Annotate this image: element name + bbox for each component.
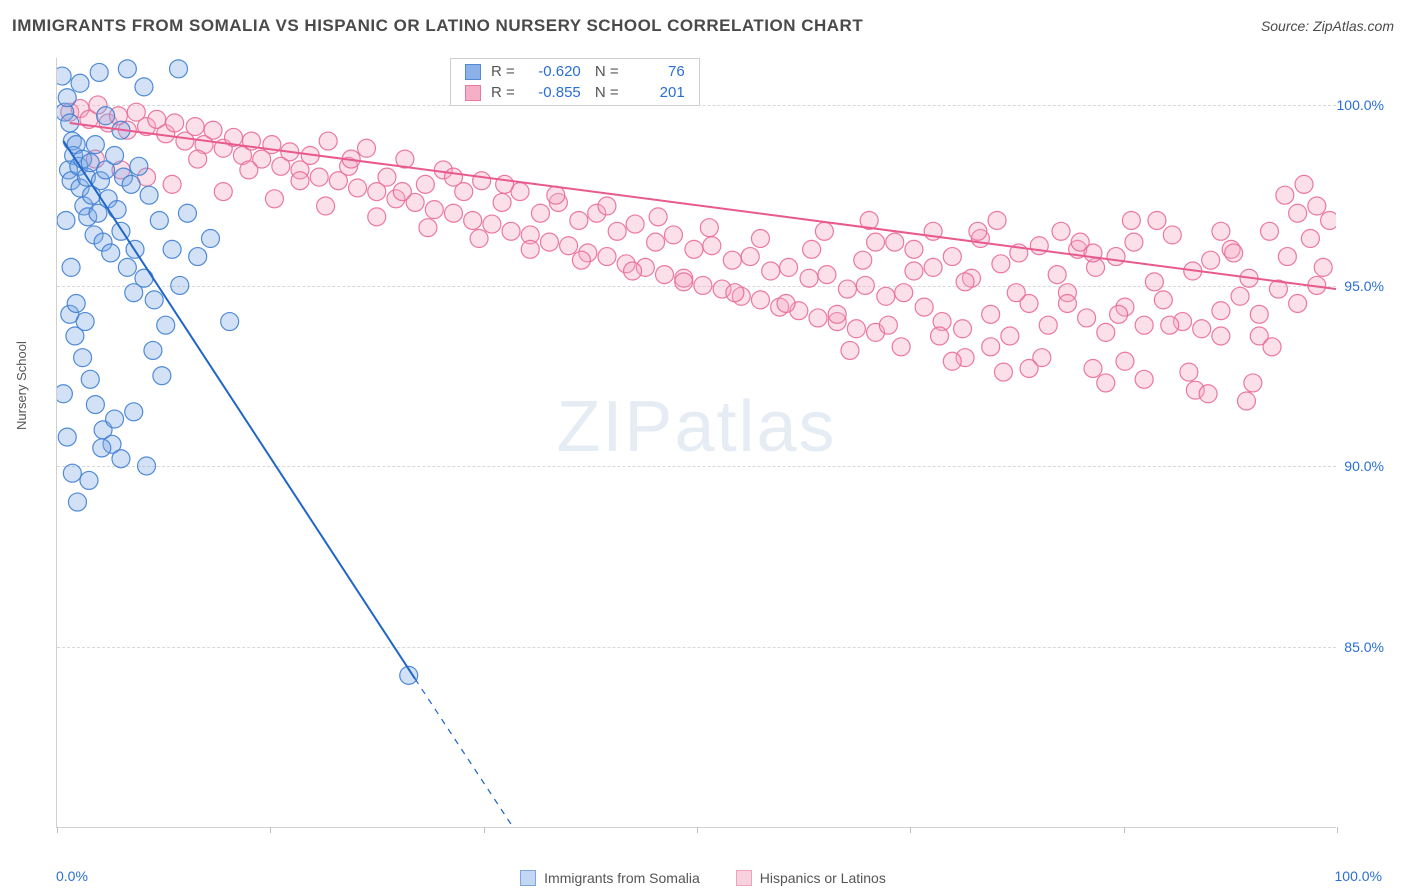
stats-row-pink: R = -0.855 N = 201 (451, 82, 699, 103)
legend-label-blue: Immigrants from Somalia (544, 870, 700, 886)
y-axis-label: Nursery School (14, 341, 29, 430)
chart-title: IMMIGRANTS FROM SOMALIA VS HISPANIC OR L… (12, 16, 863, 36)
chart-svg (57, 58, 1336, 827)
title-bar: IMMIGRANTS FROM SOMALIA VS HISPANIC OR L… (12, 16, 1394, 36)
x-tick (57, 827, 58, 833)
r-value-blue: -0.620 (525, 63, 581, 80)
r-label: R = (491, 84, 515, 101)
x-tick (270, 827, 271, 833)
n-label: N = (591, 63, 619, 80)
swatch-pink (465, 85, 481, 101)
x-tick (484, 827, 485, 833)
y-tick-label: 100.0% (1337, 97, 1384, 113)
legend-label-pink: Hispanics or Latinos (760, 870, 886, 886)
legend-item-blue: Immigrants from Somalia (520, 870, 700, 886)
bottom-legend: Immigrants from Somalia Hispanics or Lat… (0, 870, 1406, 886)
source-label: Source: (1261, 18, 1309, 34)
n-value-pink: 201 (629, 84, 685, 101)
x-tick (1337, 827, 1338, 833)
swatch-blue (465, 64, 481, 80)
legend-item-pink: Hispanics or Latinos (736, 870, 886, 886)
x-tick (910, 827, 911, 833)
y-tick-label: 90.0% (1344, 458, 1384, 474)
r-value-pink: -0.855 (525, 84, 581, 101)
source-attribution: Source: ZipAtlas.com (1261, 18, 1394, 34)
plot-area: ZIPatlas (56, 58, 1336, 828)
y-tick-label: 95.0% (1344, 278, 1384, 294)
x-tick (697, 827, 698, 833)
n-value-blue: 76 (629, 63, 685, 80)
legend-swatch-pink (736, 870, 752, 886)
y-tick-label: 85.0% (1344, 639, 1384, 655)
n-label: N = (591, 84, 619, 101)
legend-swatch-blue (520, 870, 536, 886)
stats-row-blue: R = -0.620 N = 76 (451, 61, 699, 82)
stats-legend: R = -0.620 N = 76 R = -0.855 N = 201 (450, 58, 700, 106)
source-value: ZipAtlas.com (1313, 18, 1394, 34)
r-label: R = (491, 63, 515, 80)
x-tick (1124, 827, 1125, 833)
